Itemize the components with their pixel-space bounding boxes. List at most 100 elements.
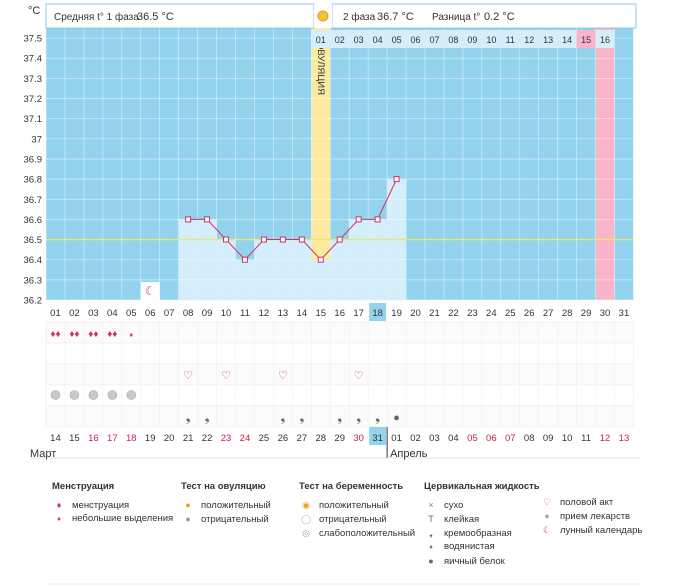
legend-ovulation-test: Тест на овуляцию ● положительный ● отрицат… <box>181 481 271 526</box>
drop-small-icon: ♦ <box>57 516 61 523</box>
today-cell <box>369 303 387 321</box>
phase2-value: 36.7 °C <box>377 11 414 23</box>
cycle-day-label: 07 <box>164 308 175 319</box>
month-label: Март <box>30 448 56 460</box>
temperature-point <box>393 176 400 183</box>
cycle-day-label: 18 <box>372 308 383 319</box>
phase2-day-cell <box>443 30 463 48</box>
ovulation-sun-icon <box>317 10 329 22</box>
legend-item-label: небольшие выделения <box>72 513 174 524</box>
calendar-date-label: 17 <box>107 433 118 444</box>
legend-menstruation: Менструация ♦ менструация ♦ небольшие выде… <box>52 481 173 526</box>
symbol-row <box>45 363 634 386</box>
calendar-date-label: 12 <box>600 433 611 444</box>
phase2-day-label: 10 <box>486 35 496 45</box>
legend-item: ● отрицательный <box>181 512 271 526</box>
cycle-day-label: 06 <box>145 308 156 319</box>
cycle-day-label: 11 <box>240 308 250 319</box>
phase2-day-label: 03 <box>354 35 364 45</box>
legend-item-label: половой акт <box>560 497 614 508</box>
phase2-day-cell <box>462 30 482 48</box>
phase2-day-cell <box>595 30 615 48</box>
legend-item-label: менструация <box>72 500 130 511</box>
cycle-day-label: 19 <box>391 308 402 319</box>
calendar-date-label: 11 <box>581 433 591 444</box>
temp-bar <box>292 239 312 301</box>
temperature-point <box>317 256 324 263</box>
drop-small-icon: ♦ <box>129 332 133 339</box>
legend-item: ◉ положительный <box>299 498 415 512</box>
phase2-day-label: 05 <box>392 35 402 45</box>
phase1-label: Средняя t° 1 фаза <box>54 11 139 23</box>
cycle-day-label: 21 <box>429 308 440 319</box>
legend-other: ♡ половой акт ● прием лекарств ☾ лунный кал… <box>540 481 642 537</box>
pill-icon: ● <box>544 511 550 521</box>
watery-icon: ♦ <box>429 544 433 551</box>
legend-item: ● прием лекарств <box>540 509 642 523</box>
period-band <box>595 28 615 300</box>
calendar-date-label: 04 <box>448 433 459 444</box>
phase1-value: 36.5 °C <box>137 11 174 23</box>
cycle-day-label: 09 <box>202 308 213 319</box>
cycle-day-label: 01 <box>50 308 61 319</box>
moon-icon: ☾ <box>145 284 156 298</box>
y-tick-label: 36.6 <box>24 215 43 226</box>
legend-item: ♦ менструация <box>52 498 173 512</box>
cycle-day-label: 15 <box>315 308 326 319</box>
legend-item-label: кремообразная <box>444 528 512 539</box>
legend-item-label: слабоположительный <box>319 528 416 539</box>
ovulation-label: ОВУЛЯЦИЯ <box>315 42 326 95</box>
creamy-icon: ❟ <box>186 410 191 424</box>
calendar-date-label: 22 <box>202 433 213 444</box>
phase2-day-label: 09 <box>467 35 477 45</box>
temperature-point <box>185 216 192 223</box>
cycle-day-label: 05 <box>126 308 137 319</box>
calendar-strip: 14 15 16 17 18 19 20 21 22 23 24 25 26 27 28 29 30 31 01 02… <box>30 427 640 585</box>
test-negative-icon: ◯ <box>300 514 312 524</box>
calendar-date-label: 18 <box>126 433 137 444</box>
header-box-right <box>331 3 637 29</box>
phase2-day-cell <box>500 30 520 48</box>
heart-icon: ♡ <box>354 370 364 382</box>
legend-item: ◎ слабоположительный <box>299 526 415 540</box>
unit-label: °C <box>28 5 40 17</box>
temperature-point <box>241 256 248 263</box>
legend-title: Цервикальная жидкость <box>424 481 540 492</box>
temperature-point <box>204 216 211 223</box>
y-tick-label: 36.7 <box>24 195 43 206</box>
cycle-day-label: 27 <box>543 308 554 319</box>
phase2-day-cell <box>576 30 596 48</box>
creamy-icon: ❟ <box>299 410 304 424</box>
heart-icon: ♡ <box>221 370 231 382</box>
y-tick-label: 36.5 <box>24 235 43 246</box>
calendar-date-label: 13 <box>619 433 630 444</box>
legend-title: Тест на беременность <box>299 481 404 492</box>
y-tick-label: 37 <box>31 134 42 145</box>
temp-bar <box>330 239 350 301</box>
sun-negative-icon: ● <box>185 514 191 524</box>
diff-value: 0.2 °C <box>484 11 515 23</box>
calendar-date-label: 15 <box>69 433 80 444</box>
ovulation-band <box>311 4 331 300</box>
legend-item: ♦ водянистая <box>424 540 540 554</box>
legend-title: Менструация <box>52 481 115 492</box>
test-positive-icon: ◉ <box>302 500 310 510</box>
legend-item-label: положительный <box>201 500 271 511</box>
calendar-date-label: 27 <box>297 433 308 444</box>
legend-item: ◯ отрицательный <box>299 512 415 526</box>
phase2-day-label: 07 <box>429 35 439 45</box>
creamy-icon: ❟ <box>375 410 380 424</box>
calendar-date-label: 01 <box>391 433 402 444</box>
calendar-date-label: 28 <box>315 433 326 444</box>
legend-pregnancy-test: Тест на беременность ◉ положительный ◯ отр… <box>299 481 415 540</box>
phase2-day-label: 16 <box>600 35 610 45</box>
temperature-point <box>260 236 267 243</box>
cycle-day-label: 04 <box>107 308 118 319</box>
calendar-date-label: 21 <box>183 433 194 444</box>
phase2-day-cell <box>425 30 444 48</box>
phase2-day-cell <box>481 30 501 48</box>
calendar-date-label: 02 <box>410 433 421 444</box>
pill-icon <box>69 390 80 400</box>
pill-icon <box>50 390 61 400</box>
